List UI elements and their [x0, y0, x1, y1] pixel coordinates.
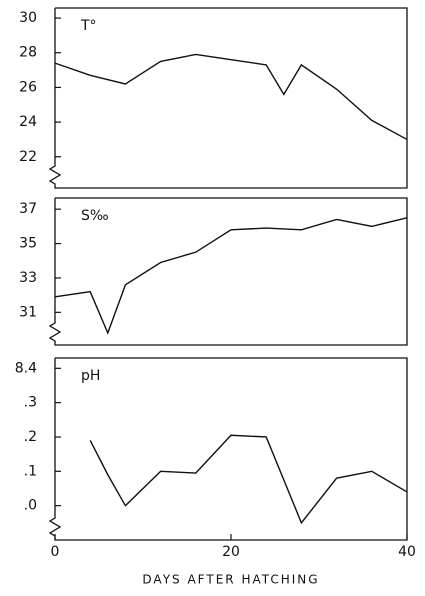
x-tick-label: 0	[51, 544, 60, 560]
panel-frame	[48, 357, 408, 541]
y-tick-label: .1	[24, 463, 37, 479]
y-tick-label: .0	[24, 498, 37, 514]
panel-label: T°	[80, 18, 97, 34]
panel-frame	[48, 197, 408, 346]
y-tick-label: 35	[19, 236, 37, 252]
y-tick-label: 8.4	[15, 360, 37, 376]
panel-frame	[48, 7, 408, 189]
data-line	[89, 434, 408, 525]
data-line	[54, 53, 408, 141]
y-tick-label: 28	[19, 45, 37, 61]
y-tick-label: 37	[19, 201, 37, 217]
y-tick-label: 24	[19, 114, 37, 130]
x-axis-label: DAYS AFTER HATCHING	[142, 573, 319, 587]
x-tick-label: 20	[222, 544, 240, 560]
x-tick-label: 40	[398, 544, 416, 560]
y-tick-label: 22	[19, 149, 37, 165]
y-tick-label: 31	[19, 304, 37, 320]
data-line	[54, 217, 408, 335]
y-tick-label: .3	[24, 395, 37, 411]
y-tick-label: .2	[24, 429, 37, 445]
y-tick-label: 30	[19, 10, 37, 26]
y-tick-label: 26	[19, 79, 37, 95]
panel-label: S‰	[81, 208, 109, 224]
y-tick-label: 33	[19, 270, 37, 286]
panel-label: pH	[81, 368, 100, 384]
